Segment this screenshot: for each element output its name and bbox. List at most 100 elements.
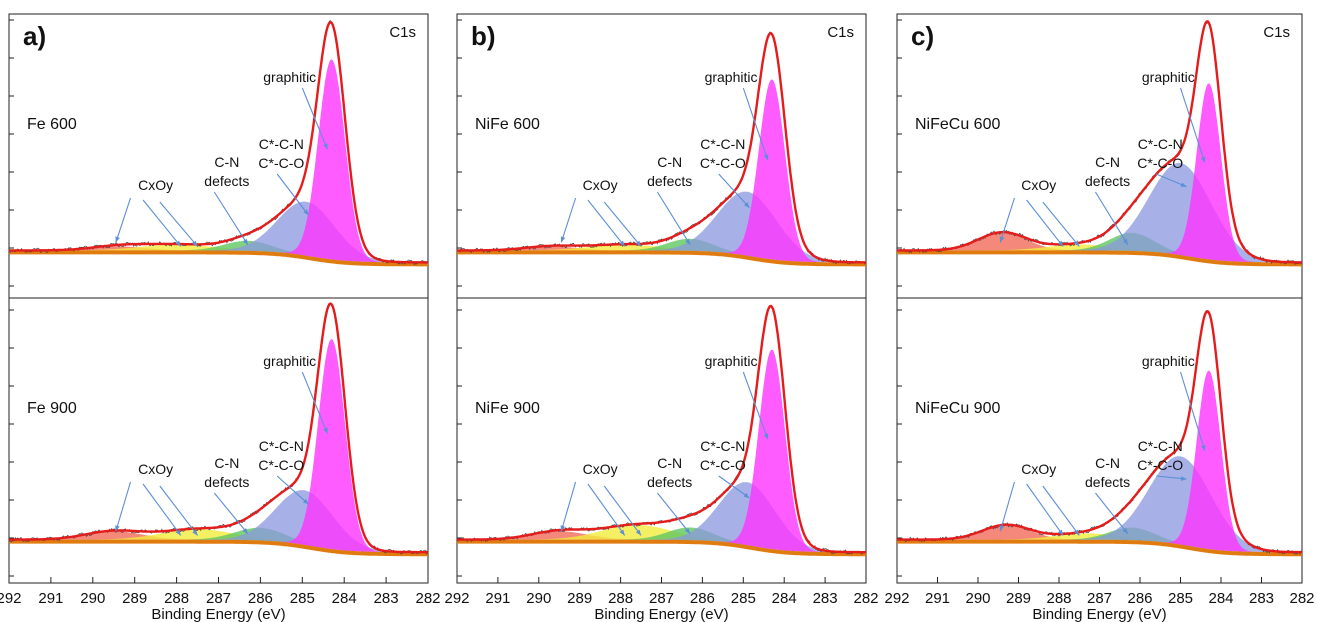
x-tick-label: 284 xyxy=(1208,590,1233,607)
cc-arrow xyxy=(276,475,309,505)
region-label: C1s xyxy=(1263,24,1290,41)
raw-spectrum xyxy=(896,22,1303,266)
cc-cn-label: C*-C-N xyxy=(700,136,745,152)
panel-c-top: c) C1s NiFeCu 600 graphitic C*-C-N C*-C-O C-N d… xyxy=(896,13,1303,299)
cn-label: C-N xyxy=(1095,455,1120,471)
graphitic-arrow xyxy=(1179,371,1206,452)
x-tick-label: 292 xyxy=(0,590,22,607)
x-tick-label: 286 xyxy=(690,590,715,607)
x-tick-label: 284 xyxy=(772,590,797,607)
defects-label: defects xyxy=(647,173,692,189)
x-tick-label: 283 xyxy=(813,590,838,607)
graphitic-arrow-head xyxy=(763,154,769,161)
region-label: C1s xyxy=(389,24,416,41)
x-tick-label: 282 xyxy=(853,590,878,607)
x-tick-label: 286 xyxy=(248,590,273,607)
cxoy-arrow-1-head xyxy=(560,236,566,243)
graphitic-arrow-head xyxy=(1200,444,1206,451)
envelope-fit xyxy=(897,310,1303,554)
cxoy-arrow-1-head xyxy=(999,525,1005,532)
cxoy-arrow-1 xyxy=(999,197,1015,243)
cxoy-arrow-3-head xyxy=(192,240,198,247)
panel-letter: b) xyxy=(471,21,496,51)
cn-arrow-head xyxy=(242,528,248,534)
graphitic-component xyxy=(897,370,1302,553)
cxoy-arrow-3 xyxy=(603,201,642,247)
cxoy-arrow-3-head xyxy=(1073,240,1080,247)
envelope-fit xyxy=(457,304,866,554)
x-tick-label: 290 xyxy=(526,590,551,607)
cn-label: C-N xyxy=(214,154,239,170)
cc-arrow-head xyxy=(743,492,750,498)
x-tick-label: 288 xyxy=(608,590,633,607)
cxoy-red-component xyxy=(897,232,1302,263)
cc-cn-label: C*-C-N xyxy=(259,438,304,454)
defects-label: defects xyxy=(204,173,249,189)
x-tick-label: 290 xyxy=(80,590,105,607)
cxoy-arrow-2 xyxy=(1026,199,1064,247)
x-tick-label: 289 xyxy=(122,590,147,607)
graphitic-label: graphitic xyxy=(263,69,316,85)
cn-label: C-N xyxy=(657,455,682,471)
cc-arrow-head xyxy=(303,209,309,216)
graphitic-label: graphitic xyxy=(1142,69,1195,85)
panel-a-bottom: Fe 900 graphitic C*-C-N C*-C-O C-N defects CxO… xyxy=(0,297,441,622)
graphitic-arrow-head xyxy=(323,427,328,434)
region-label: C1s xyxy=(827,24,854,41)
cxoy-arrow-2 xyxy=(142,483,182,536)
cxoy-arrow-3-head xyxy=(635,240,642,247)
graphitic-arrow xyxy=(742,371,769,440)
panel-c-bottom: NiFeCu 900 graphitic C*-C-N C*-C-O C-N defect… xyxy=(884,297,1315,622)
sample-label: Fe 600 xyxy=(27,116,77,133)
defects-label: defects xyxy=(1085,173,1130,189)
x-tick-label: 287 xyxy=(206,590,231,607)
cxoy-arrow-3 xyxy=(1042,485,1080,536)
cxoy-label: CxOy xyxy=(583,461,618,477)
cxoy-label: CxOy xyxy=(1021,461,1056,477)
x-tick-label: 286 xyxy=(1127,590,1152,607)
cn-arrow xyxy=(213,492,249,535)
cxoy-arrow-2-head xyxy=(1057,240,1064,247)
cxoy-arrow-3-head xyxy=(635,529,642,536)
envelope-fit xyxy=(457,31,866,264)
x-tick-label: 288 xyxy=(164,590,189,607)
cxoy-arrow-2 xyxy=(587,483,626,536)
cxoy-red-component xyxy=(9,531,428,553)
background-line xyxy=(897,250,1302,267)
cxoy-arrow-3 xyxy=(603,485,642,536)
raw-spectrum xyxy=(456,305,867,555)
raw-spectrum xyxy=(8,302,429,556)
panel-b-bottom: NiFe 900 graphitic C*-C-N C*-C-O C-N defects C… xyxy=(444,297,879,622)
cxoy-arrow-3 xyxy=(159,201,198,247)
cn-arrow-head xyxy=(242,238,248,245)
graphitic-arrow-head xyxy=(323,143,328,150)
cc-cn-label: C*-C-N xyxy=(1138,136,1183,152)
cxoy-arrow-1-head xyxy=(115,236,120,243)
cxoy-arrow-1 xyxy=(560,481,577,532)
cn-arrow-head xyxy=(684,527,691,534)
cc-co-label: C*-C-O xyxy=(1137,155,1183,171)
cc-arrow xyxy=(718,173,750,209)
panel-letter: c) xyxy=(911,21,934,51)
defects-label: defects xyxy=(647,474,692,490)
x-axis-label: Binding Energy (eV) xyxy=(594,606,728,622)
background-line xyxy=(897,539,1302,557)
graphitic-arrow xyxy=(301,87,328,150)
sample-label: NiFe 900 xyxy=(475,400,540,417)
sample-label: NiFeCu 900 xyxy=(915,400,1000,417)
cc-arrow-head xyxy=(302,498,309,505)
envelope-fit xyxy=(897,20,1302,264)
sample-label: NiFe 600 xyxy=(475,116,540,133)
graphitic-arrow xyxy=(301,371,328,434)
cxoy-arrow-2 xyxy=(1026,483,1064,536)
x-tick-label: 289 xyxy=(1006,590,1031,607)
cxoy-arrow-1-head xyxy=(560,525,566,532)
panel-b-top: b) C1s NiFe 600 graphitic C*-C-N C*-C-O C-N def… xyxy=(456,13,867,299)
x-axis-label: Binding Energy (eV) xyxy=(151,606,285,622)
cxoy-label: CxOy xyxy=(138,461,173,477)
graphitic-label: graphitic xyxy=(263,353,316,369)
sample-label: NiFeCu 600 xyxy=(915,116,1000,133)
cxoy-arrow-1-head xyxy=(999,236,1005,243)
x-tick-label: 290 xyxy=(965,590,990,607)
x-tick-label: 285 xyxy=(1168,590,1193,607)
